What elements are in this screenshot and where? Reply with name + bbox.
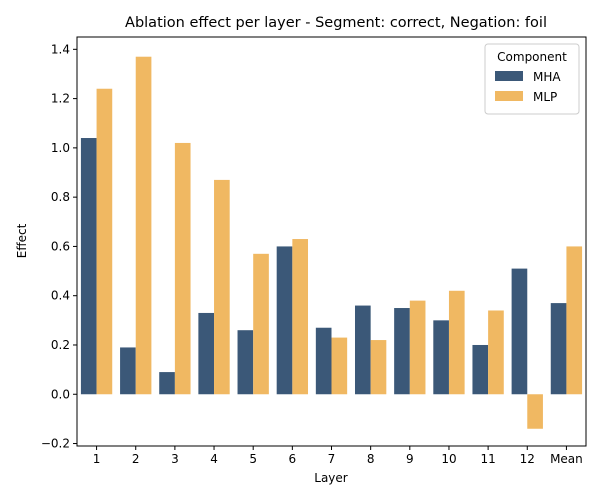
- bar-mha-1: [80, 138, 97, 395]
- bar-mlp-8: [370, 340, 387, 395]
- bar-mlp-12: [527, 394, 543, 429]
- legend-title: Component: [497, 50, 567, 64]
- legend-swatch-mha: [495, 71, 523, 81]
- y-tick-label: −0.2: [41, 437, 70, 451]
- y-axis-label: Effect: [15, 223, 29, 258]
- axes: −0.20.00.20.40.60.81.01.21.41 2 3 4 5 6 7 8 9 10 1…: [41, 36, 587, 466]
- x-tick-label: 7: [328, 452, 336, 466]
- y-tick-label: 0.4: [51, 289, 70, 303]
- bar-mha-9: [394, 308, 410, 395]
- x-tick-label: Mean: [550, 452, 583, 466]
- x-tick-label: 2: [132, 452, 140, 466]
- y-tick-label: 0.8: [51, 190, 70, 204]
- bar-mlp-mean: [566, 246, 583, 395]
- x-tick-label: 5: [249, 452, 257, 466]
- bar-mha-6: [276, 246, 293, 395]
- x-tick-label: 6: [289, 452, 297, 466]
- bar-mha-12: [511, 268, 528, 395]
- x-tick-label: 11: [480, 452, 495, 466]
- legend-label-mlp: MLP: [533, 90, 557, 104]
- bar-mlp-6: [292, 239, 309, 395]
- bar-mha-mean: [550, 303, 567, 395]
- bar-mha-5: [237, 330, 254, 395]
- bar-mha-7: [315, 327, 332, 395]
- bar-mha-8: [354, 305, 371, 395]
- bar-mlp-9: [409, 300, 426, 395]
- legend: Component MHA MLP: [484, 43, 580, 115]
- y-tick-label: 0.6: [51, 239, 70, 253]
- x-tick-label: 4: [210, 452, 218, 466]
- legend-swatch-mlp: [495, 91, 523, 101]
- bar-mha-10: [433, 320, 449, 395]
- x-axis-label: Layer: [314, 471, 348, 485]
- bar-mlp-3: [174, 142, 191, 395]
- bars: [80, 56, 583, 429]
- y-tick-label: 0.0: [51, 387, 70, 401]
- bar-mlp-10: [448, 290, 465, 395]
- bar-mlp-2: [135, 56, 152, 395]
- y-tick-label: 1.2: [51, 92, 70, 106]
- bar-mha-4: [198, 312, 215, 395]
- x-tick-label: 8: [367, 452, 375, 466]
- x-tick-label: 9: [406, 452, 414, 466]
- bar-mha-3: [159, 372, 175, 395]
- chart-title: Ablation effect per layer - Segment: cor…: [125, 15, 547, 31]
- bar-mlp-1: [96, 88, 113, 395]
- x-tick-label: 3: [171, 452, 179, 466]
- bar-mha-11: [472, 344, 489, 395]
- bar-mlp-11: [488, 310, 504, 395]
- legend-label-mha: MHA: [533, 70, 561, 84]
- x-tick-label: 12: [520, 452, 535, 466]
- bar-mlp-7: [331, 337, 348, 395]
- y-tick-label: 1.0: [51, 141, 70, 155]
- y-tick-label: 0.2: [51, 338, 70, 352]
- bar-mha-2: [120, 347, 136, 395]
- y-tick-label: 1.4: [51, 42, 70, 56]
- x-tick-label: 10: [441, 452, 456, 466]
- x-tick-label: 1: [93, 452, 101, 466]
- bar-mlp-4: [214, 179, 230, 395]
- bar-mlp-5: [253, 253, 269, 395]
